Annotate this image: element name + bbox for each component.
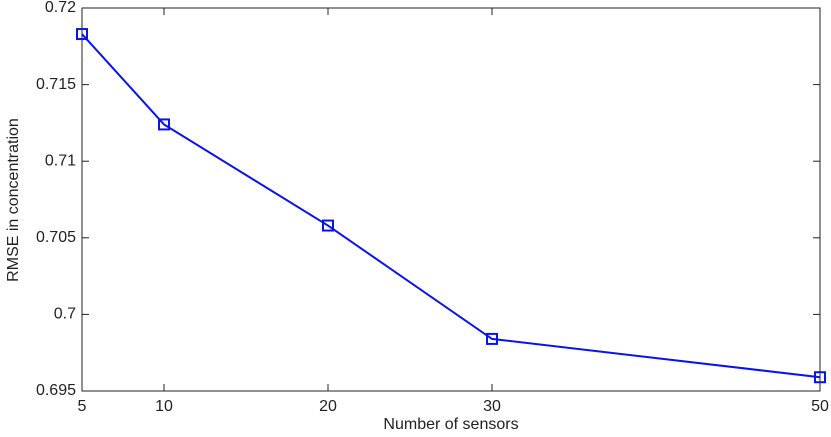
x-axis-label: Number of sensors — [383, 416, 518, 433]
marker — [322, 219, 334, 232]
y-tick-label: 0.71 — [45, 152, 76, 169]
marker — [76, 28, 88, 41]
x-tick-label: 50 — [811, 398, 829, 415]
x-tick-label: 5 — [78, 398, 87, 415]
x-tick-label: 20 — [319, 398, 337, 415]
y-tick-label: 0.715 — [36, 76, 76, 93]
x-tick-label: 10 — [155, 398, 173, 415]
marker — [486, 332, 498, 345]
x-tick-label: 30 — [483, 398, 501, 415]
marker — [158, 118, 170, 131]
y-tick-label: 0.72 — [45, 0, 76, 16]
y-tick-label: 0.695 — [36, 382, 76, 399]
plot-frame — [81, 7, 821, 392]
y-tick-label: 0.7 — [54, 306, 76, 323]
marker — [814, 371, 826, 384]
y-axis-label: RMSE in concentration — [5, 118, 22, 282]
y-tick-label: 0.705 — [36, 229, 76, 246]
data-line — [81, 33, 821, 379]
